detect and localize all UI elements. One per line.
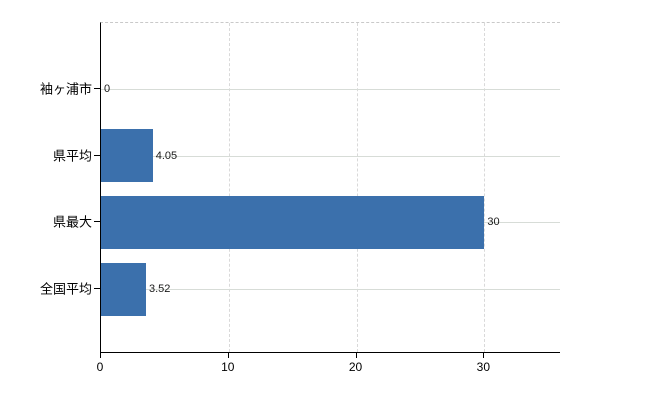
x-axis-tick — [227, 353, 229, 358]
x-axis-tick-label: 20 — [348, 360, 363, 374]
bar-value-label: 0 — [104, 83, 111, 95]
category-axis-labels: 袖ヶ浦市県平均県最大全国平均 — [0, 22, 92, 353]
x-axis-tick-label: 0 — [96, 360, 104, 374]
horizontal-gridline — [101, 155, 560, 157]
category-label: 県最大 — [52, 214, 92, 230]
category-axis-tick — [94, 154, 100, 156]
category-axis-tick — [94, 288, 100, 290]
bar — [101, 195, 485, 249]
bar — [101, 129, 153, 183]
category-label: 袖ヶ浦市 — [39, 81, 92, 97]
x-axis-tick — [100, 353, 101, 358]
x-axis-tick-label: 10 — [221, 360, 235, 374]
horizontal-gridline — [101, 289, 560, 291]
category-axis-tick — [94, 88, 100, 89]
bar-value-label: 30 — [487, 216, 500, 229]
bar-value-label: 3.52 — [148, 283, 171, 296]
category-axis-tick — [94, 221, 100, 223]
plot-area: 0 4.05 30 3.52 — [100, 22, 560, 353]
vertical-gridline — [484, 23, 486, 352]
x-axis-tick-label: 30 — [476, 360, 491, 374]
horizontal-gridline — [101, 89, 560, 90]
bar — [101, 262, 146, 316]
bar-value-label: 4.05 — [155, 149, 178, 162]
category-label: 県平均 — [52, 148, 92, 164]
category-label: 全国平均 — [39, 281, 92, 297]
vertical-gridline — [356, 23, 358, 352]
vertical-gridline — [228, 23, 230, 352]
x-axis-tick — [483, 353, 485, 358]
x-axis-tick — [355, 353, 357, 358]
